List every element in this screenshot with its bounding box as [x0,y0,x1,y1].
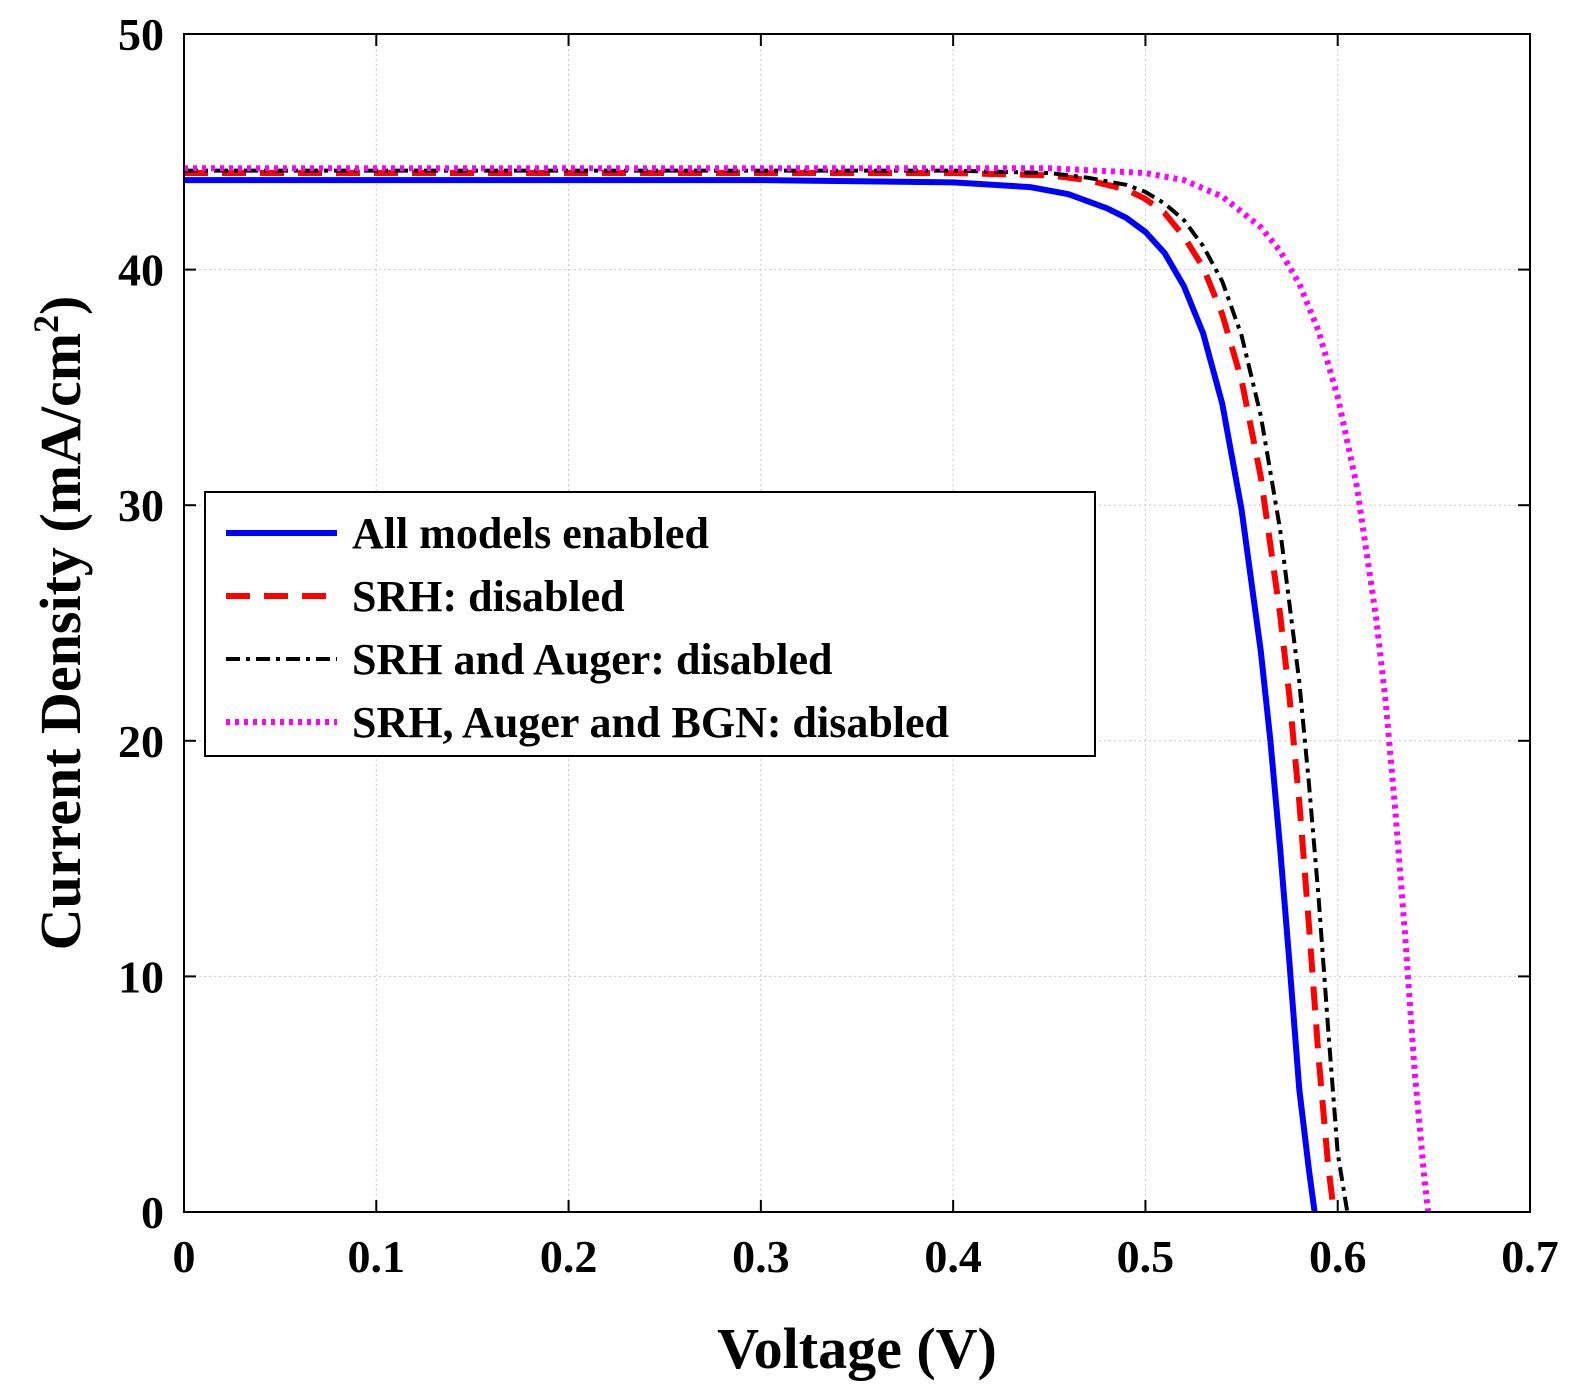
y-axis-label-close: ) [28,296,93,315]
legend-label-srh-disabled: SRH: disabled [352,572,625,621]
series-line-all-models [184,177,1318,1213]
y-tick-label: 0 [141,1187,164,1238]
y-axis-label: Current Density (mA/cm2) [26,296,93,951]
x-tick-label: 0.3 [732,1231,790,1282]
x-tick-label: 0.2 [540,1231,598,1282]
legend-label-srh-auger-bgn-disabled: SRH, Auger and BGN: disabled [352,698,949,747]
y-tick-label: 30 [118,480,164,531]
y-tick-label: 10 [118,951,164,1002]
y-axis-label-superscript: 2 [26,315,66,333]
x-tick-label: 0.7 [1501,1231,1559,1282]
legend-label-srh-auger-disabled: SRH and Auger: disabled [352,635,832,684]
x-tick-label: 0.5 [1117,1231,1175,1282]
y-tick-label: 40 [118,245,164,296]
plot-lines [184,165,1432,1213]
grid [184,34,1530,1212]
series-line-srh-auger-disabled [184,168,1350,1213]
y-tick-label: 50 [118,9,164,60]
axis-ticks: 0 0.1 0.2 0.3 0.4 0.5 0.6 0.7 0 10 20 30 40 50 [118,9,1559,1282]
legend-label-all-models: All models enabled [352,509,709,558]
plot-frame [183,33,1531,1213]
legend: All models enabled SRH: disabled SRH and… [204,491,1096,757]
x-tick-label: 0 [173,1231,196,1282]
legend-box [204,491,1096,757]
x-tick-label: 0.4 [924,1231,982,1282]
x-tick-label: 0.6 [1309,1231,1367,1282]
y-tick-label: 20 [118,716,164,767]
series-line-srh-disabled [184,170,1337,1213]
y-axis-label-main: Current Density (mA/cm [28,333,93,950]
x-axis-label: Voltage (V) [717,1316,997,1381]
x-tick-label: 0.1 [348,1231,406,1282]
